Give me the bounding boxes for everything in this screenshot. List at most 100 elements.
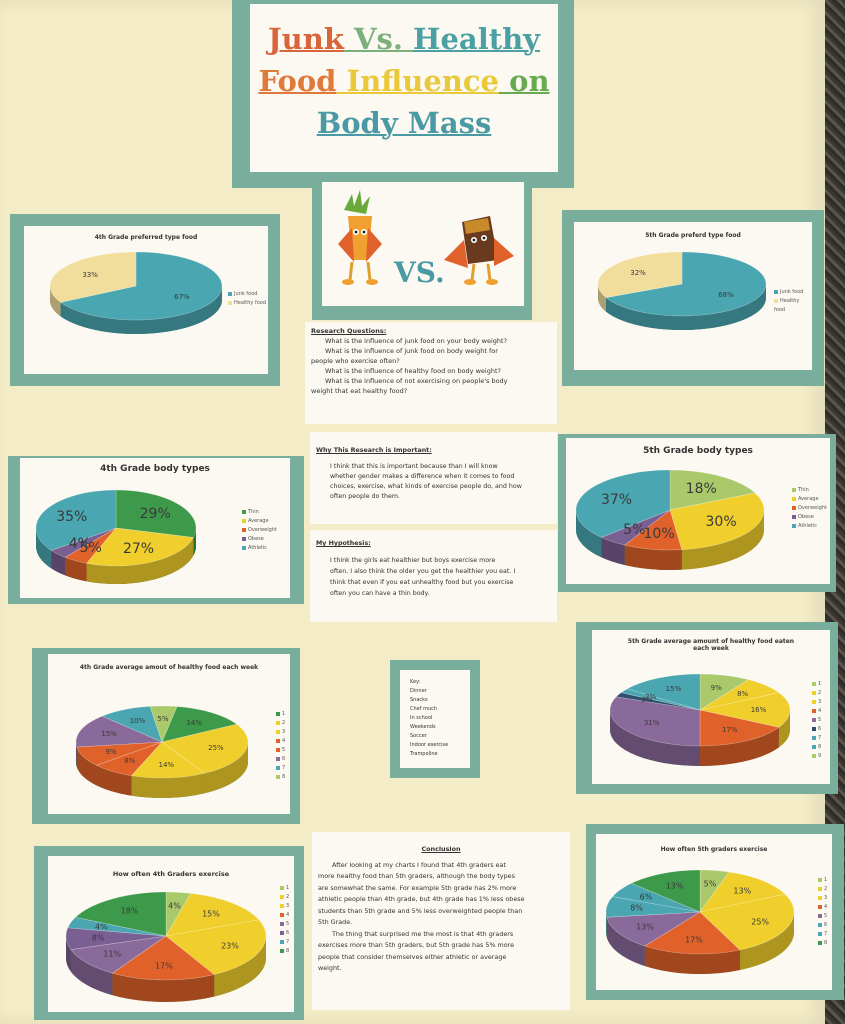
chart-5th-grade-preferred-food: 5th Grade preferd type food 68% 32% Junk fo… xyxy=(574,222,812,370)
legend-entry: 9 xyxy=(812,752,821,761)
legend-swatch xyxy=(812,744,816,749)
pie-slice xyxy=(609,696,701,747)
legend-swatch xyxy=(818,886,822,891)
pie-data-label: 5% xyxy=(703,879,717,889)
pie-data-label: 4% xyxy=(94,922,108,932)
legend-label: 6 xyxy=(818,726,822,732)
pie-chart-svg xyxy=(35,489,197,584)
pie-slice xyxy=(35,489,117,551)
research-lines: What is the influence of junk food on yo… xyxy=(311,336,551,396)
pie-slice xyxy=(65,927,167,950)
legend-swatch xyxy=(818,940,822,945)
pie-data-label: 23% xyxy=(221,941,239,951)
legend-swatch xyxy=(280,921,284,926)
pie-slice-side xyxy=(36,528,52,569)
legend-label: Thin xyxy=(248,509,259,515)
pie-slice xyxy=(630,869,701,913)
chart-legend: Thin Average Overweight Obese Athletic xyxy=(792,486,827,531)
legend-entry: 7 xyxy=(276,764,285,773)
legend-entry: 6 xyxy=(276,755,285,764)
text-line: athletic people than 4th grade, but 4th … xyxy=(318,895,525,903)
pie-data-label: 17% xyxy=(154,961,173,971)
legend-swatch xyxy=(276,756,280,761)
legend-label: Athletic xyxy=(798,523,818,529)
text-line: What is the influence of junk food on bo… xyxy=(325,347,498,355)
pie-data-label: 5% xyxy=(157,714,169,723)
legend-swatch xyxy=(228,291,232,296)
legend-label: 2 xyxy=(286,894,290,900)
legend-label: 7 xyxy=(282,765,286,771)
legend-label: 8 xyxy=(824,940,828,946)
pie-chart-svg xyxy=(65,891,267,1002)
pie-slice xyxy=(161,723,249,774)
chart-legend: 1 2 3 4 5 6 7 8 xyxy=(280,884,289,956)
pie-slice xyxy=(85,527,194,567)
legend-swatch xyxy=(812,681,816,686)
legend-label: 2 xyxy=(818,690,822,696)
legend-entry: Thin xyxy=(242,508,277,517)
chart-4th-grade-body-types: 4th Grade body types 29% 27% 5% 4% 35% Thin Ave… xyxy=(20,458,290,598)
legend-swatch xyxy=(276,729,280,734)
pie-slice-side xyxy=(778,710,790,748)
title-line-2: Food Influence on xyxy=(250,60,558,102)
pie-slice xyxy=(575,469,671,538)
pie-data-label: 8% xyxy=(630,903,643,913)
chart-title: How often 5th graders exercise xyxy=(660,846,768,853)
pie-data-label: 4% xyxy=(168,901,181,911)
pie-data-label: 15% xyxy=(202,909,220,919)
pie-slice-side xyxy=(606,917,645,966)
legend-swatch xyxy=(228,300,232,305)
vs-image-card: VS. xyxy=(322,182,524,306)
pie-slice-side xyxy=(214,936,266,997)
text-line: students than 5th grade and 5% less over… xyxy=(318,906,523,915)
chart-5th-grade-body-types: 5th Grade body types 18% 30% 10% 5% 37% Thin Av… xyxy=(566,438,830,584)
pie-data-label: 31% xyxy=(643,719,660,728)
pie-data-label: 15% xyxy=(665,685,682,694)
pie-data-label: 25% xyxy=(751,917,770,927)
research-heading: Research Questions: xyxy=(311,327,387,335)
text-line: people that consider themselves either a… xyxy=(318,952,507,961)
pie-slice xyxy=(111,935,215,981)
legend-entry: 3 xyxy=(276,728,285,737)
pie-slice xyxy=(612,882,701,913)
chart-legend: 1 2 3 4 5 6 7 8 xyxy=(276,710,285,782)
legend-swatch xyxy=(280,939,284,944)
pie-data-label: 17% xyxy=(721,726,738,735)
pie-data-label: 67% xyxy=(174,292,190,301)
chart-legend: Junk food Healthy food xyxy=(774,288,812,315)
pie-data-label: 10% xyxy=(643,526,675,543)
pie-data-label: 2% xyxy=(641,696,653,705)
pie-slice xyxy=(70,935,167,974)
legend-entry: 6 xyxy=(818,921,827,930)
legend-label: Healthy food xyxy=(234,300,267,306)
pie-chart-svg xyxy=(75,705,249,798)
title-word: Vs. xyxy=(343,22,414,56)
legend-label: 8 xyxy=(818,744,822,750)
pie-slice xyxy=(606,911,701,947)
pie-chart-svg xyxy=(605,869,795,974)
conclusion-sheet: Conclusion After looking at my charts I … xyxy=(312,832,570,1010)
text-line: I think that this is important because t… xyxy=(330,463,498,470)
pie-slice-side xyxy=(740,912,794,971)
legend-entry: Healthy food xyxy=(774,297,812,315)
legend-entry: 6 xyxy=(812,725,821,734)
legend-entry: 5 xyxy=(276,746,285,755)
pie-slice-side xyxy=(86,537,194,584)
text-line: often. I also think the older you get th… xyxy=(330,568,516,575)
pie-slice-side xyxy=(66,936,71,972)
chart-legend: 1 2 3 4 5 6 7 8 xyxy=(818,876,827,948)
pie-data-label: 25% xyxy=(208,744,224,753)
text-line: In school xyxy=(410,715,433,721)
legend-label: Healthy food xyxy=(774,298,800,313)
legend-swatch xyxy=(242,527,246,532)
key-card: Key: Dinner Snacks Chef much In school Weeke… xyxy=(400,670,470,768)
chart-legend: 1 2 3 4 5 6 7 8 9 xyxy=(812,680,821,761)
chart-4th-graders-exercise: How often 4th Graders exercise 4% 15% 23% 17… xyxy=(48,856,294,1012)
legend-label: 4 xyxy=(282,738,286,744)
chart-legend: Junk food Healthy food xyxy=(228,290,266,308)
legend-label: 7 xyxy=(818,735,822,741)
title-word: Body Mass xyxy=(316,106,492,140)
text-line: often people do them. xyxy=(330,493,400,500)
legend-swatch xyxy=(280,903,284,908)
pie-data-label: 27% xyxy=(122,540,155,557)
